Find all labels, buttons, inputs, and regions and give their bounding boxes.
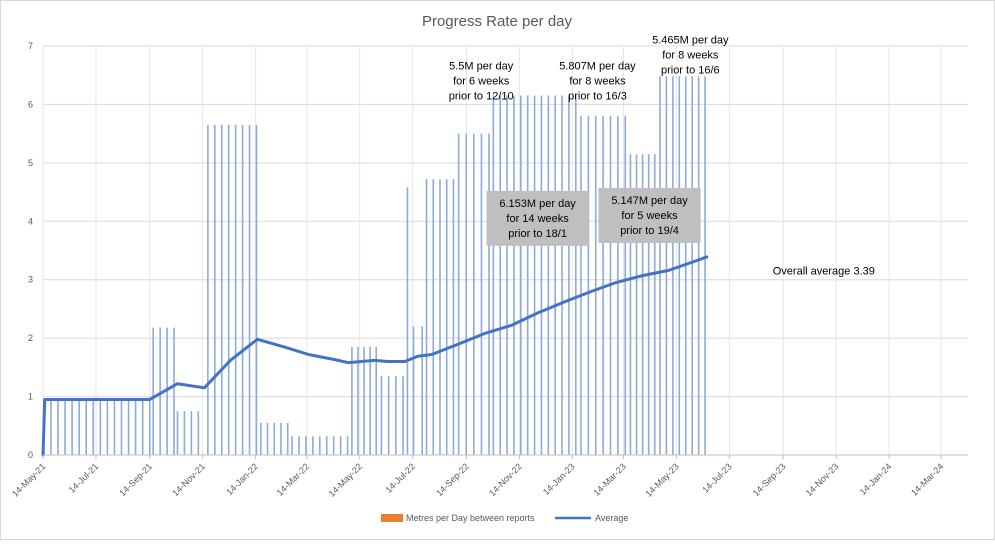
y-tick-label: 2 xyxy=(28,333,33,343)
annotation-line: prior to 16/6 xyxy=(661,64,720,76)
y-tick-label: 6 xyxy=(28,99,33,109)
x-axis xyxy=(42,454,968,459)
annotation-line: for 6 weeks xyxy=(453,76,510,88)
annotation-box xyxy=(486,190,589,246)
annotation-line: prior to 16/3 xyxy=(568,91,627,103)
annotation: 5.5M per day for 6 weeks prior to 12/10 xyxy=(449,61,514,103)
annotation-line: for 8 weeks xyxy=(569,76,626,88)
annotation-line: for 8 weeks xyxy=(662,49,719,61)
annotation-line: 5.147M per day xyxy=(611,195,688,207)
annotation-line: for 14 weeks xyxy=(506,213,569,225)
legend-swatch-bars xyxy=(381,514,403,522)
legend-label-bars: Metres per Day between reports xyxy=(406,513,535,523)
annotation-line: prior to 19/4 xyxy=(620,225,679,237)
annotation: 5.147M per day for 5 weeks prior to 19/4 xyxy=(598,187,701,243)
average-line xyxy=(41,255,709,457)
y-tick-label: 7 xyxy=(28,41,33,51)
y-tick-label: 0 xyxy=(28,450,33,460)
annotation-line: Overall average 3.39 xyxy=(773,265,875,277)
y-tick-label: 3 xyxy=(28,275,33,285)
annotation-line: 5.465M per day xyxy=(652,34,729,46)
annotation: 5.465M per day for 8 weeks prior to 16/6 xyxy=(652,34,729,76)
average-series xyxy=(41,255,709,457)
gridlines xyxy=(42,45,968,455)
legend-label-average: Average xyxy=(595,513,628,523)
annotation-line: 6.153M per day xyxy=(499,198,576,210)
chart-title: Progress Rate per day xyxy=(422,13,573,30)
annotation-line: prior to 18/1 xyxy=(508,228,567,240)
annotation: 5.807M per day for 8 weeks prior to 16/3 xyxy=(559,61,636,103)
annotations: 5.5M per day for 6 weeks prior to 12/10 6.1… xyxy=(449,34,875,277)
bar-series xyxy=(43,76,706,455)
annotation-line: 5.5M per day xyxy=(449,61,514,73)
y-tick-label: 1 xyxy=(28,392,33,402)
annotation-line: prior to 12/10 xyxy=(449,91,514,103)
y-tick-label: 5 xyxy=(28,158,33,168)
annotation-line: for 5 weeks xyxy=(621,210,678,222)
y-tick-label: 4 xyxy=(28,216,33,226)
legend[interactable]: Metres per Day between reports Average xyxy=(381,513,628,523)
annotation: 6.153M per day for 14 weeks prior to 18/1 xyxy=(486,190,589,246)
annotation-box xyxy=(598,187,701,243)
y-axis-ticks: 0 1 2 3 4 5 6 7 xyxy=(28,41,33,460)
annotation-line: 5.807M per day xyxy=(559,61,636,73)
annotation: Overall average 3.39 xyxy=(773,265,875,277)
